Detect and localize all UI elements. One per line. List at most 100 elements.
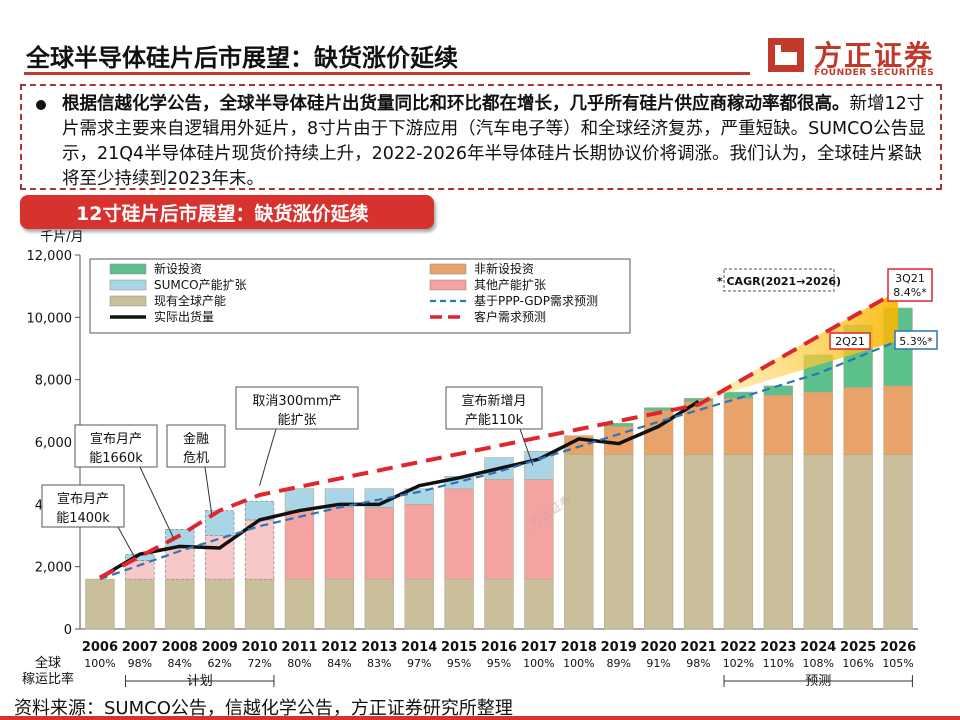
legend-label: 实际出货量 xyxy=(154,309,214,324)
forecast-fan xyxy=(698,290,899,402)
bar-existing-2010 xyxy=(244,578,275,630)
utilization-label: 84% xyxy=(327,657,351,670)
utilization-label: 91% xyxy=(646,657,670,670)
summary-text: 新增12寸片需求主要来自逻辑用外延片，8寸片由于下游应用（汽车电子等）和全球经济… xyxy=(62,94,926,189)
callout-5pct-box xyxy=(894,330,938,350)
utilization-label: 95% xyxy=(487,657,511,670)
bar-existing-2023 xyxy=(763,454,793,630)
legend-label: 现有全球产能 xyxy=(154,293,226,308)
callout-text: 金融危机 xyxy=(183,431,209,466)
y-tick-label: 8,000 xyxy=(35,374,72,389)
utilization-label: 72% xyxy=(247,657,271,670)
legend-box xyxy=(89,258,631,334)
callout-text: 宣布月产能1400k xyxy=(56,491,110,526)
callout-pointer xyxy=(259,428,277,486)
bar-non_new-2020 xyxy=(643,410,674,455)
x-tick-label: 2024 xyxy=(800,640,836,655)
legend-label: 新设投资 xyxy=(154,261,202,276)
bar-existing-2014 xyxy=(404,578,434,630)
legend-swatch xyxy=(109,279,147,291)
utilization-label: 102% xyxy=(723,657,754,670)
y-axis-unit: 千片/月 xyxy=(40,230,83,245)
cagr-label: * CAGR(2021→2026) xyxy=(717,275,841,288)
founder-logo-icon xyxy=(768,38,804,72)
x-tick-label: 2020 xyxy=(641,640,677,655)
utilization-row-title: 全球 xyxy=(35,655,61,671)
x-tick-label: 2015 xyxy=(441,640,477,655)
utilization-label: 108% xyxy=(803,657,834,670)
bar-existing-2022 xyxy=(723,454,754,630)
bar-new_invest-2023 xyxy=(763,385,793,396)
bar-sumco_exp-2009 xyxy=(205,510,235,536)
callout-box xyxy=(445,386,543,430)
utilization-label: 80% xyxy=(287,657,311,670)
utilization-label: 62% xyxy=(207,657,231,670)
logo-cn: 方正证券 xyxy=(814,39,935,72)
y-tick-label: 12,000 xyxy=(27,249,73,264)
x-tick-label: 2023 xyxy=(760,640,796,655)
legend-swatch xyxy=(109,295,147,307)
x-tick-label: 2016 xyxy=(481,640,517,655)
utilization-label: 105% xyxy=(882,657,913,670)
bar-non_new-2022 xyxy=(723,398,754,455)
chart: 02,0004,0006,0008,00010,00012,000千片/月200… xyxy=(0,225,960,695)
bar-other_exp-2013 xyxy=(364,507,394,580)
bar-existing-2020 xyxy=(643,454,674,630)
source-note: 资料来源：SUMCO公告，信越化学公告，方正证券研究所整理 xyxy=(14,698,513,719)
legend-label: 客户需求预测 xyxy=(474,309,546,324)
bar-existing-2011 xyxy=(284,578,315,630)
section-banner: 12寸硅片后市展望：缺货涨价延续 xyxy=(20,195,434,229)
chart-svg: 02,0004,0006,0008,00010,00012,000千片/月200… xyxy=(22,230,938,689)
utilization-label: 84% xyxy=(168,657,192,670)
x-tick-label: 2018 xyxy=(561,640,597,655)
utilization-label: 95% xyxy=(447,657,471,670)
summary-box: 根据信越化学公告，全球半导体硅片出货量同比和环比都在增长，几乎所有硅片供应商稼动… xyxy=(20,84,942,190)
callout-2q21-box xyxy=(829,332,871,350)
bar-existing-2026 xyxy=(883,454,913,630)
source-bar xyxy=(0,716,960,720)
bar-existing-2009 xyxy=(205,578,235,630)
logo-en: FOUNDER SECURITIES xyxy=(814,68,935,78)
legend-swatch xyxy=(109,263,147,275)
slide-title: 全球半导体硅片后市展望：缺货涨价延续 xyxy=(26,44,458,72)
bar-existing-2016 xyxy=(484,578,514,630)
bar-existing-2021 xyxy=(683,454,714,630)
bar-non_new-2026 xyxy=(883,385,913,455)
callout-pointer xyxy=(519,428,534,466)
callout-box xyxy=(41,484,125,528)
bar-existing-2017 xyxy=(524,578,554,630)
callout-text: 宣布月产能1660k xyxy=(89,431,143,466)
callout-text: 取消300mm产能扩张 xyxy=(252,394,341,428)
callout-box xyxy=(166,424,226,468)
utilization-label: 89% xyxy=(606,657,630,670)
x-tick-label: 2010 xyxy=(241,640,277,655)
bar-other_exp-2016 xyxy=(484,479,514,580)
series-line-actual xyxy=(99,399,700,580)
callout-pointer xyxy=(204,466,213,514)
callout-box xyxy=(235,386,359,430)
series-line-ppp xyxy=(99,339,899,581)
callout-pointer xyxy=(117,526,135,556)
title-rule xyxy=(24,72,750,75)
utilization-row-title-2: 稼运比率 xyxy=(22,671,74,687)
callout-box xyxy=(74,424,158,468)
x-tick-label: 2021 xyxy=(680,640,716,655)
legend-label: 其他产能扩张 xyxy=(474,278,546,292)
bar-other_exp-2017 xyxy=(524,479,554,580)
bar-other_exp-2011 xyxy=(284,510,315,580)
utilization-label: 98% xyxy=(128,657,152,670)
x-tick-label: 2013 xyxy=(361,640,397,655)
bar-non_new-2024 xyxy=(803,391,833,455)
callout-pointer xyxy=(139,466,175,539)
x-tick-label: 2014 xyxy=(401,640,437,655)
legend-label: 基于PPP-GDP需求预测 xyxy=(474,294,598,308)
bar-other_exp-2015 xyxy=(444,488,474,580)
bar-non_new-2021 xyxy=(683,401,714,455)
bar-sumco_exp-2014 xyxy=(404,488,434,505)
legend-label: SUMCO产能扩张 xyxy=(154,278,247,292)
plan-label: 计划 xyxy=(187,674,213,689)
x-tick-label: 2009 xyxy=(202,640,238,655)
founder-logo: 方正证券 FOUNDER SECURITIES xyxy=(766,34,936,82)
callout-5pct: 5.3%* xyxy=(899,335,933,348)
utilization-label: 100% xyxy=(563,657,594,670)
